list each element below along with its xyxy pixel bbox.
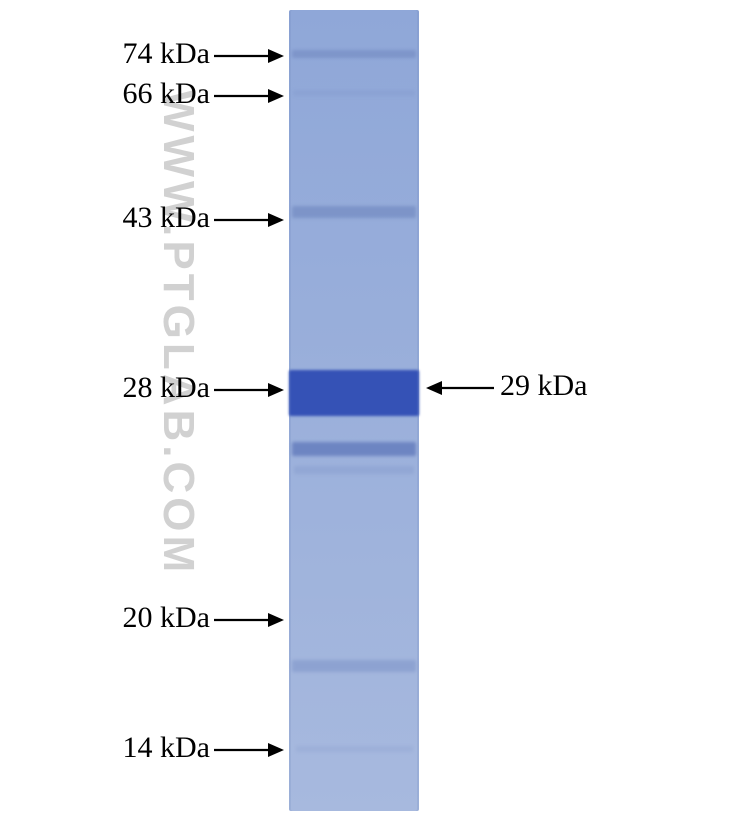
ladder-arrow-5 [196,741,302,759]
band-7 [296,746,413,752]
target-band-label: 29 kDa [500,369,587,403]
band-0 [292,50,417,58]
band-1 [293,90,415,96]
ladder-arrow-2 [196,211,302,229]
ladder-arrow-0 [196,47,302,65]
watermark-text: WWW.PTGLAB.COM [153,90,203,576]
band-2 [292,206,417,218]
gel-figure: WWW.PTGLAB.COM 74 kDa66 kDa43 kDa28 kDa2… [0,0,740,821]
ladder-arrow-3 [196,381,302,399]
band-4 [292,442,417,456]
band-6 [292,660,417,672]
ladder-arrow-4 [196,611,302,629]
target-band-arrow [408,379,512,397]
band-5 [294,466,414,474]
band-3 [289,370,419,416]
ladder-arrow-1 [196,87,302,105]
